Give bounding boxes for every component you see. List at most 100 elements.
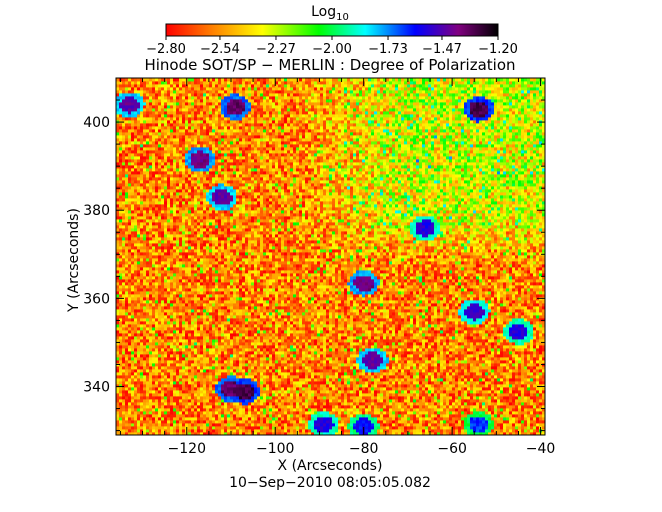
heatmap-cell: [245, 402, 249, 406]
heatmap-cell: [521, 408, 525, 412]
heatmap-cell: [230, 390, 234, 394]
heatmap-cell: [341, 429, 345, 433]
heatmap-cell: [359, 414, 363, 418]
heatmap-cell: [266, 342, 270, 346]
heatmap-cell: [218, 411, 222, 415]
heatmap-cell: [245, 330, 249, 334]
heatmap-cell: [497, 345, 501, 349]
heatmap-cell: [440, 399, 444, 403]
heatmap-cell: [293, 426, 297, 430]
heatmap-cell: [401, 333, 405, 337]
heatmap-cell: [467, 336, 471, 340]
heatmap-cell: [371, 414, 375, 418]
heatmap-cell: [284, 351, 288, 355]
heatmap-cell: [203, 339, 207, 343]
heatmap-cell: [239, 393, 243, 397]
heatmap-cell: [134, 360, 138, 364]
heatmap-cell: [512, 405, 516, 409]
heatmap-cell: [143, 351, 147, 355]
heatmap-cell: [173, 402, 177, 406]
heatmap-cell: [125, 414, 129, 418]
heatmap-cell: [479, 405, 483, 409]
heatmap-cell: [464, 384, 468, 388]
heatmap-cell: [311, 366, 315, 370]
heatmap-cell: [314, 399, 318, 403]
heatmap-cell: [131, 345, 135, 349]
heatmap-cell: [413, 390, 417, 394]
heatmap-cell: [299, 345, 303, 349]
heatmap-cell: [539, 402, 543, 406]
heatmap-cell: [485, 342, 489, 346]
heatmap-cell: [410, 369, 414, 373]
heatmap-cell: [347, 387, 351, 391]
heatmap-cell: [323, 342, 327, 346]
heatmap-cell: [362, 330, 366, 334]
heatmap-cell: [386, 363, 390, 367]
heatmap-cell: [302, 354, 306, 358]
heatmap-cell: [140, 351, 144, 355]
heatmap-cell: [350, 384, 354, 388]
heatmap-cell: [458, 411, 462, 415]
heatmap-cell: [218, 354, 222, 358]
heatmap-cell: [212, 414, 216, 418]
heatmap-cell: [254, 417, 258, 421]
heatmap-cell: [227, 381, 231, 385]
heatmap-cell: [416, 402, 420, 406]
heatmap-cell: [443, 366, 447, 370]
heatmap-cell: [395, 330, 399, 334]
heatmap-cell: [305, 426, 309, 430]
heatmap-cell: [152, 384, 156, 388]
heatmap-cell: [350, 411, 354, 415]
heatmap-cell: [257, 429, 261, 433]
heatmap-cell: [449, 402, 453, 406]
heatmap-cell: [527, 372, 531, 376]
heatmap-cell: [383, 429, 387, 433]
heatmap-cell: [167, 354, 171, 358]
heatmap-cell: [506, 378, 510, 382]
heatmap-cell: [245, 336, 249, 340]
heatmap-cell: [344, 390, 348, 394]
heatmap-cell: [395, 375, 399, 379]
heatmap-cell: [191, 417, 195, 421]
heatmap-cell: [239, 369, 243, 373]
heatmap-cell: [527, 408, 531, 412]
heatmap-cell: [476, 396, 480, 400]
heatmap-cell: [275, 375, 279, 379]
heatmap-cell: [218, 414, 222, 418]
heatmap-cell: [176, 363, 180, 367]
heatmap-cell: [320, 420, 324, 424]
heatmap-cell: [392, 342, 396, 346]
heatmap-cell: [128, 351, 132, 355]
heatmap-cell: [245, 393, 249, 397]
heatmap-cell: [335, 390, 339, 394]
heatmap-cell: [224, 336, 228, 340]
heatmap-cell: [332, 408, 336, 412]
heatmap-cell: [395, 399, 399, 403]
heatmap-cell: [188, 429, 192, 433]
heatmap-cell: [383, 384, 387, 388]
heatmap-cell: [251, 336, 255, 340]
heatmap-cell: [119, 360, 123, 364]
heatmap-cell: [152, 333, 156, 337]
heatmap-cell: [305, 420, 309, 424]
heatmap-cell: [335, 399, 339, 403]
heatmap-cell: [293, 408, 297, 412]
heatmap-cell: [266, 432, 270, 436]
heatmap-cell: [260, 393, 264, 397]
heatmap-cell: [143, 393, 147, 397]
heatmap-cell: [494, 360, 498, 364]
heatmap-cell: [206, 348, 210, 352]
heatmap-cell: [233, 339, 237, 343]
heatmap-cell: [146, 342, 150, 346]
heatmap-cell: [149, 420, 153, 424]
heatmap-cell: [305, 381, 309, 385]
heatmap-cell: [410, 417, 414, 421]
heatmap-cell: [296, 396, 300, 400]
heatmap-cell: [458, 378, 462, 382]
heatmap-cell: [254, 372, 258, 376]
heatmap-cell: [434, 399, 438, 403]
heatmap-cell: [389, 330, 393, 334]
heatmap-cell: [494, 366, 498, 370]
heatmap-cell: [518, 366, 522, 370]
heatmap-cell: [449, 390, 453, 394]
